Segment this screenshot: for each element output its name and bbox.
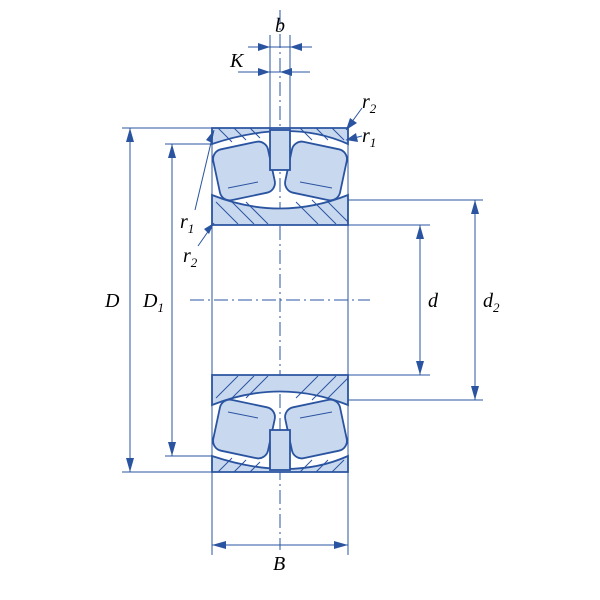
label-r1-tr: r xyxy=(362,125,370,147)
svg-text:r2: r2 xyxy=(362,91,377,116)
svg-text:d2: d2 xyxy=(483,290,500,315)
label-r2-tl-sub: 2 xyxy=(191,255,198,270)
svg-text:r2: r2 xyxy=(183,245,198,270)
svg-text:r1: r1 xyxy=(362,125,376,150)
label-r2-tl: r xyxy=(183,245,191,267)
label-B: B xyxy=(273,553,285,575)
label-r1-tl: r xyxy=(180,211,188,233)
dim-d2: d2 xyxy=(348,200,500,400)
label-D: D xyxy=(104,290,120,312)
label-r2-tr: r xyxy=(362,91,370,113)
label-D1: D xyxy=(142,290,158,312)
label-K: K xyxy=(229,50,245,72)
top-section xyxy=(211,128,349,225)
label-r1-tr-sub: 1 xyxy=(370,135,377,150)
label-r1-tl-sub: 1 xyxy=(188,221,195,236)
label-D1-sub: 1 xyxy=(157,300,164,315)
bearing-diagram: D D1 d d2 B xyxy=(0,0,600,600)
label-r2-tr-sub: 2 xyxy=(370,101,377,116)
callout-r1-left: r1 xyxy=(180,130,214,236)
svg-text:r1: r1 xyxy=(180,211,194,236)
label-d: d xyxy=(428,290,439,312)
label-d2-sub: 2 xyxy=(493,300,500,315)
label-b: b xyxy=(275,15,285,37)
svg-text:D1: D1 xyxy=(142,290,164,315)
callout-r1-right: r1 xyxy=(346,125,376,150)
